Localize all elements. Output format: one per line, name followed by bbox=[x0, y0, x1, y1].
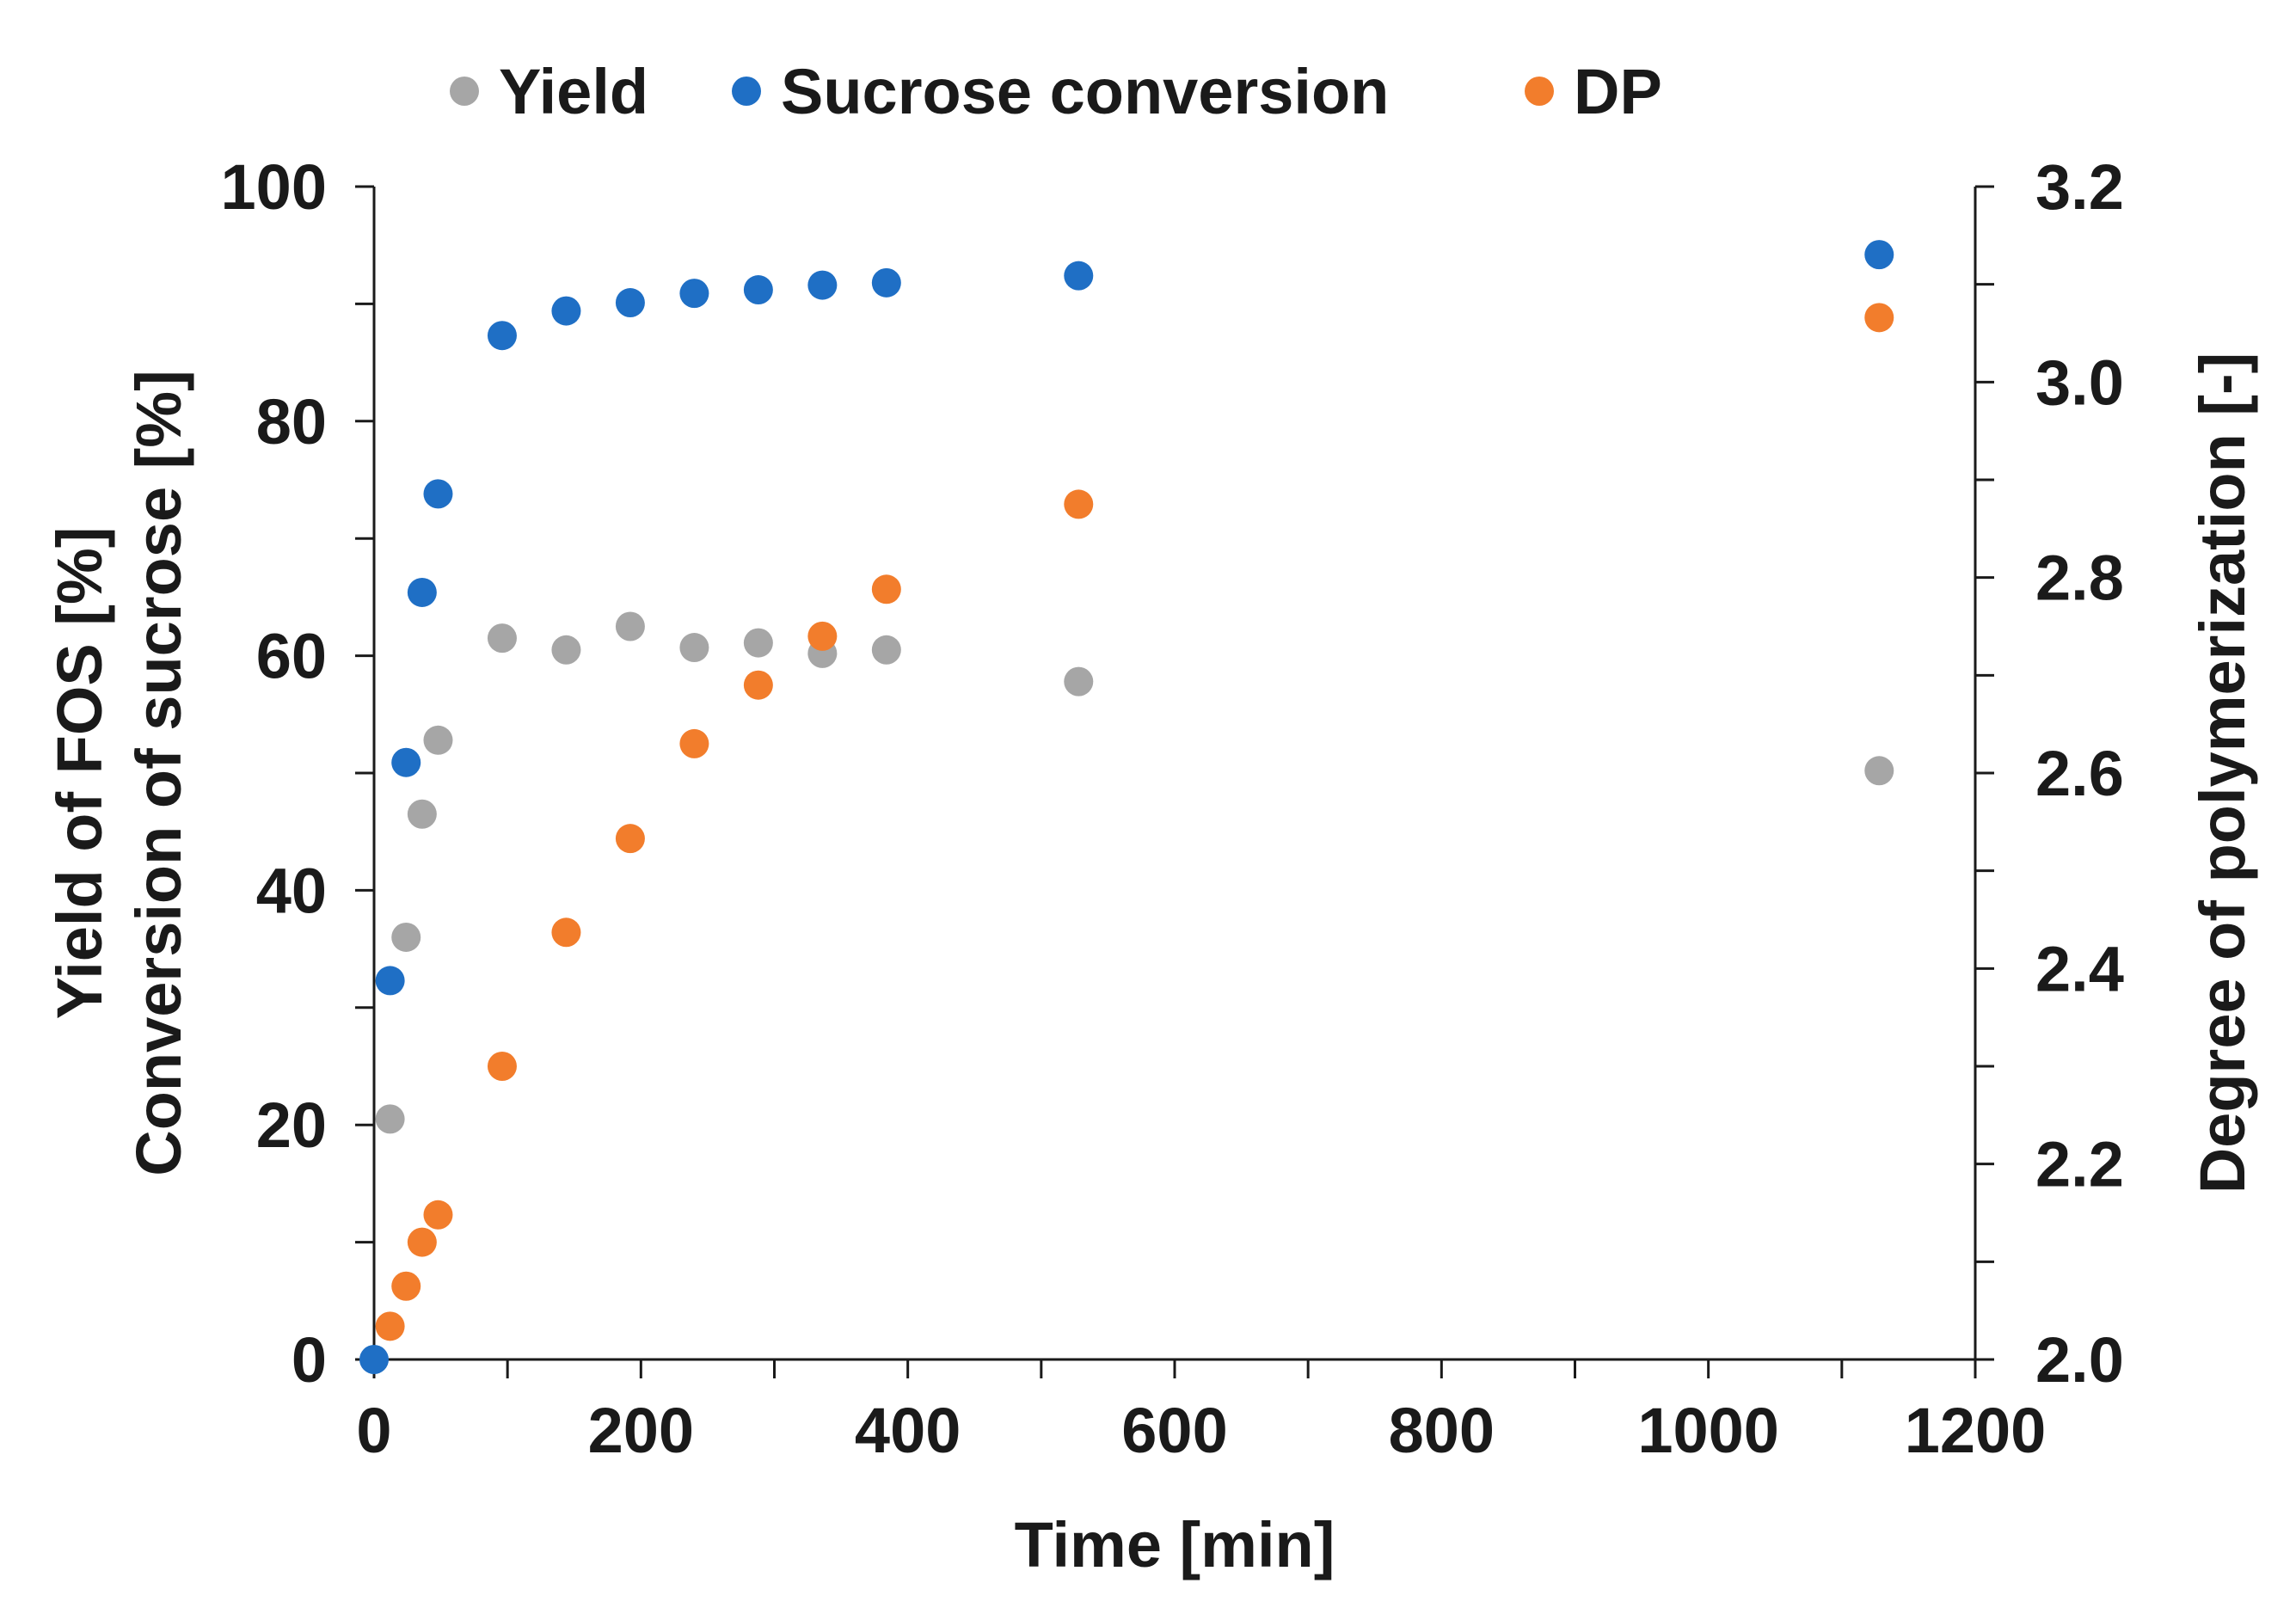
point-dp bbox=[615, 824, 645, 854]
point-dp bbox=[423, 1200, 453, 1230]
left-tick-label: 100 bbox=[221, 151, 327, 223]
point-sucrose-conversion bbox=[1864, 240, 1894, 270]
axes bbox=[355, 185, 1994, 1378]
series-yield bbox=[375, 611, 1894, 1134]
point-sucrose-conversion bbox=[551, 296, 581, 326]
point-dp bbox=[1064, 489, 1094, 519]
point-dp bbox=[1864, 303, 1894, 333]
x-tick-label: 800 bbox=[1389, 1395, 1495, 1466]
point-dp bbox=[407, 1227, 437, 1257]
point-dp bbox=[743, 670, 773, 700]
point-yield bbox=[375, 1104, 405, 1134]
point-sucrose-conversion bbox=[375, 966, 405, 996]
right-tick-label: 2.6 bbox=[2035, 738, 2124, 809]
point-yield bbox=[407, 799, 437, 829]
point-sucrose-conversion bbox=[615, 288, 645, 318]
point-sucrose-conversion bbox=[871, 267, 901, 298]
series-sucrose-conversion bbox=[359, 240, 1894, 1374]
x-tick-label: 0 bbox=[356, 1395, 391, 1466]
left-tick-label: 40 bbox=[256, 855, 327, 926]
legend-item-dp: DP bbox=[1525, 56, 1662, 127]
legend-marker-yield bbox=[450, 77, 479, 106]
point-yield bbox=[423, 725, 453, 755]
legend-item-sucrose-conversion: Sucrose conversion bbox=[732, 56, 1389, 127]
right-tick-label: 3.0 bbox=[2035, 347, 2124, 418]
right-tick-label: 2.8 bbox=[2035, 543, 2124, 614]
point-sucrose-conversion bbox=[391, 747, 421, 777]
x-tick-label: 1200 bbox=[1905, 1395, 2047, 1466]
point-sucrose-conversion bbox=[359, 1345, 389, 1374]
x-tick-label: 1000 bbox=[1637, 1395, 1779, 1466]
point-yield bbox=[391, 922, 421, 952]
point-dp bbox=[551, 917, 581, 948]
point-yield bbox=[871, 635, 901, 665]
point-sucrose-conversion bbox=[423, 479, 453, 509]
tick-labels: 0 200 400 600 800 1000 1200 0 20 40 60 80 100 2.0 2.2 2… bbox=[221, 151, 2124, 1466]
point-sucrose-conversion bbox=[407, 577, 437, 607]
series-dp bbox=[375, 303, 1894, 1341]
right-tick-label: 3.2 bbox=[2035, 151, 2124, 223]
legend-marker-dp bbox=[1525, 77, 1554, 106]
left-tick-label: 20 bbox=[256, 1089, 327, 1161]
point-dp bbox=[391, 1271, 421, 1301]
point-sucrose-conversion bbox=[807, 270, 838, 300]
x-tick-label: 400 bbox=[855, 1395, 961, 1466]
point-yield bbox=[551, 635, 581, 665]
point-sucrose-conversion bbox=[679, 279, 709, 309]
legend-marker-sucrose-conversion bbox=[732, 77, 761, 106]
right-tick-label: 2.2 bbox=[2035, 1129, 2124, 1200]
right-tick-label: 2.0 bbox=[2035, 1324, 2124, 1396]
left-tick-label: 80 bbox=[256, 386, 327, 457]
x-tick-label: 200 bbox=[588, 1395, 694, 1466]
legend-label-sucrose-conversion: Sucrose conversion bbox=[781, 56, 1389, 127]
left-tick-label: 60 bbox=[256, 621, 327, 692]
left-tick-label: 0 bbox=[292, 1324, 327, 1396]
legend-item-yield: Yield bbox=[450, 56, 648, 127]
point-yield bbox=[615, 611, 645, 641]
point-dp bbox=[807, 621, 838, 651]
x-axis-title: Time [min] bbox=[1015, 1509, 1335, 1580]
right-axis-title: Degree of polymerization [-] bbox=[2187, 353, 2258, 1194]
x-tick-label: 600 bbox=[1121, 1395, 1227, 1466]
left-axis-title-yield: Yield of FOS [%] bbox=[44, 527, 115, 1020]
left-axis-title-conversion: Conversion of sucrose [%] bbox=[123, 370, 194, 1176]
legend-label-yield: Yield bbox=[499, 56, 648, 127]
right-tick-label: 2.4 bbox=[2035, 933, 2124, 1004]
point-yield bbox=[679, 633, 709, 663]
legend: Yield Sucrose conversion DP bbox=[450, 56, 1662, 127]
point-dp bbox=[487, 1052, 517, 1081]
point-yield bbox=[743, 628, 773, 658]
point-dp bbox=[679, 728, 709, 758]
point-sucrose-conversion bbox=[743, 275, 773, 305]
point-yield bbox=[1864, 756, 1894, 786]
legend-label-dp: DP bbox=[1574, 56, 1662, 127]
point-yield bbox=[487, 623, 517, 654]
point-dp bbox=[871, 574, 901, 604]
point-dp bbox=[375, 1311, 405, 1341]
point-sucrose-conversion bbox=[1064, 261, 1094, 291]
data-points bbox=[359, 240, 1894, 1374]
point-sucrose-conversion bbox=[487, 321, 517, 351]
point-yield bbox=[1064, 666, 1094, 697]
